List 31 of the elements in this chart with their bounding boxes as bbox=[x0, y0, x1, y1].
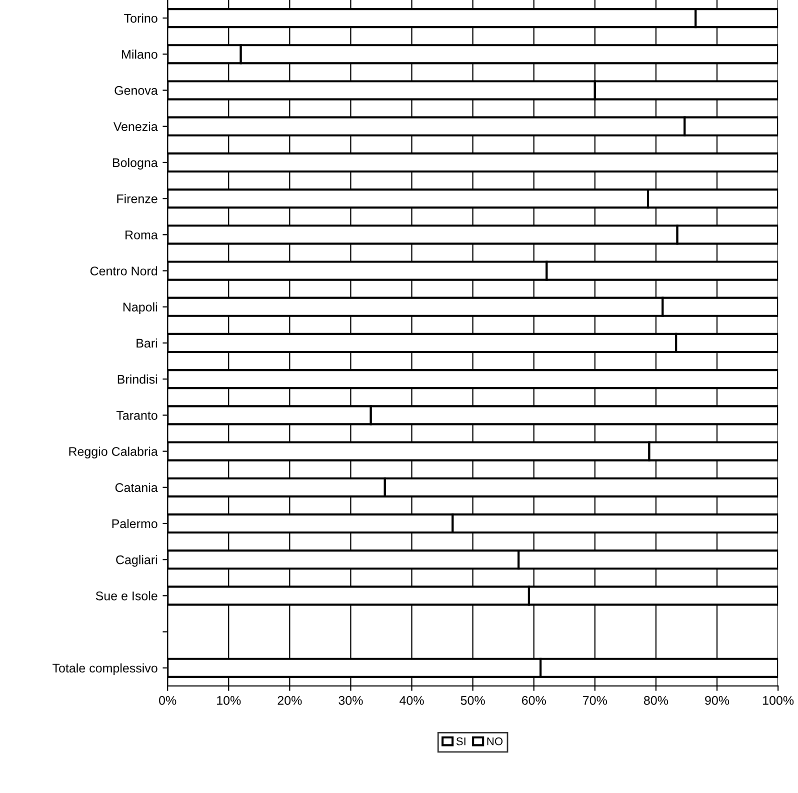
y-tick-label: Centro Nord bbox=[90, 266, 158, 276]
legend-label: SI bbox=[456, 737, 466, 746]
x-tick-label: 100% bbox=[763, 696, 794, 705]
y-tick-label: Firenze bbox=[117, 194, 158, 204]
y-tick-label: Milano bbox=[122, 50, 158, 59]
y-tick-label: Bari bbox=[136, 338, 158, 348]
x-tick-label: 40% bbox=[400, 696, 424, 705]
y-tick-label: Taranto bbox=[116, 411, 158, 420]
x-tick-label: 70% bbox=[583, 696, 607, 705]
y-tick-label: Genova bbox=[114, 86, 158, 95]
x-tick-label: 90% bbox=[705, 696, 730, 705]
x-tick-label: 30% bbox=[338, 696, 363, 705]
x-tick-label: 0% bbox=[159, 696, 176, 705]
y-tick-label: Brindisi bbox=[118, 374, 158, 384]
y-tick-label: Cagliari bbox=[116, 555, 158, 567]
y-tick-label: Totale complessivo bbox=[52, 663, 158, 676]
y-tick-label: Palermo bbox=[112, 518, 158, 528]
x-tick-label: 20% bbox=[278, 696, 302, 705]
y-tick-label: Napoli bbox=[123, 302, 158, 314]
y-tick-label: Reggio Calabria bbox=[69, 446, 158, 458]
x-tick-label: 50% bbox=[460, 696, 485, 705]
x-tick-label: 80% bbox=[644, 696, 668, 705]
y-tick-label: Sue e Isole bbox=[96, 591, 158, 600]
x-tick-label: 60% bbox=[522, 696, 546, 705]
y-tick-label: Roma bbox=[126, 230, 158, 240]
y-tick-label: Catania bbox=[115, 482, 158, 492]
y-tick-label: Bologna bbox=[113, 158, 158, 170]
y-tick-label: Venezia bbox=[113, 122, 158, 132]
y-tick-label: Torino bbox=[124, 14, 158, 23]
x-tick-label: 10% bbox=[217, 696, 241, 705]
legend-label: NO bbox=[487, 737, 503, 746]
